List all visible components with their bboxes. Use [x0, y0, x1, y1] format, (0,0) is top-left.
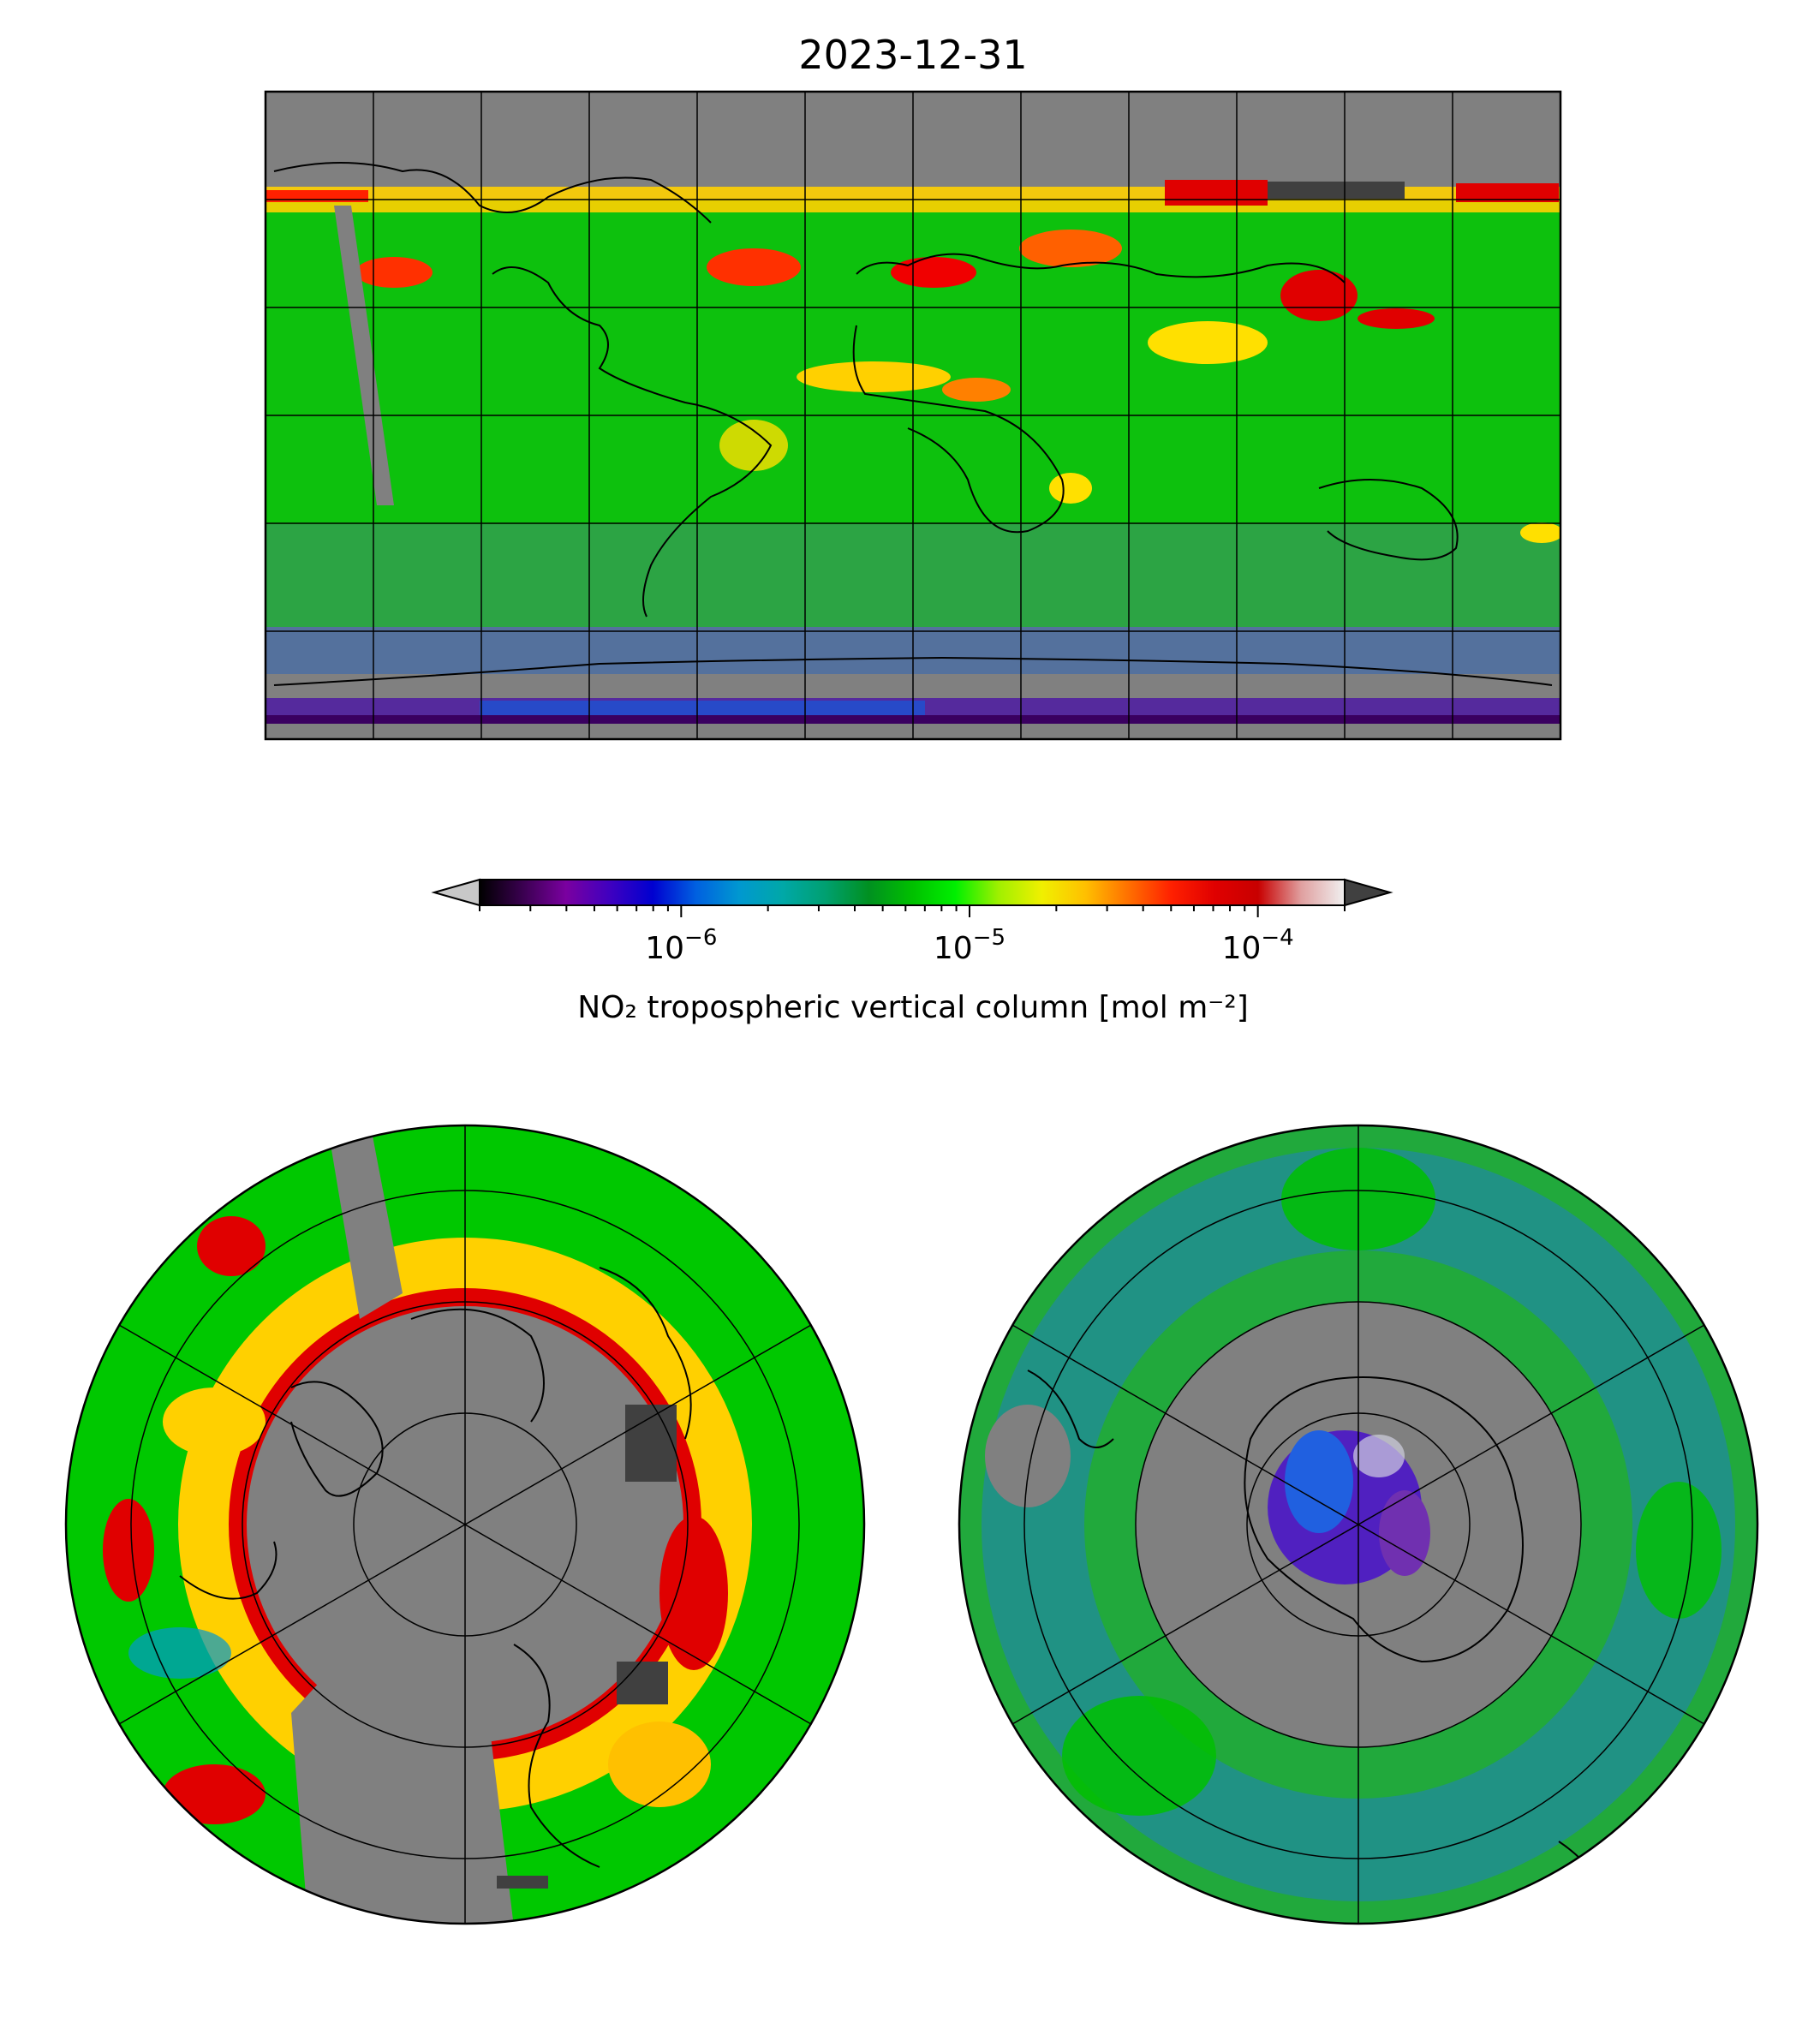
global-map — [264, 90, 1562, 741]
colorbar: 10−6 10−5 10−4 NO₂ tropospheric vertical c… — [431, 878, 1393, 1025]
gridlines-north — [118, 1125, 812, 1924]
colorbar-tick-label: 10−6 — [645, 925, 717, 966]
colorbar-over-extension — [1344, 878, 1393, 907]
north-polar-frame — [64, 1124, 866, 1925]
colorbar-ticks — [479, 905, 1346, 917]
colorbar-frame — [479, 879, 1346, 906]
no2-field-global — [266, 180, 1560, 724]
south-polar-map — [958, 1124, 1759, 1925]
colorbar-tick-label: 10−5 — [934, 925, 1005, 966]
south-polar-frame — [958, 1124, 1759, 1925]
colorbar-gradient — [480, 880, 1345, 905]
coastlines-global — [273, 162, 1553, 686]
figure-title: 2023-12-31 — [798, 32, 1027, 78]
colorbar-under-extension — [431, 878, 480, 907]
north-polar-map — [64, 1124, 866, 1925]
colorbar-tick-labels: 10−6 10−5 10−4 — [645, 925, 1293, 966]
gridlines-south — [1011, 1125, 1705, 1924]
colorbar-label: NO₂ tropospheric vertical column [mol m⁻… — [577, 990, 1249, 1025]
colorbar-tick-label: 10−4 — [1222, 925, 1294, 966]
global-map-frame — [264, 90, 1562, 741]
gridlines-global — [266, 92, 1560, 739]
